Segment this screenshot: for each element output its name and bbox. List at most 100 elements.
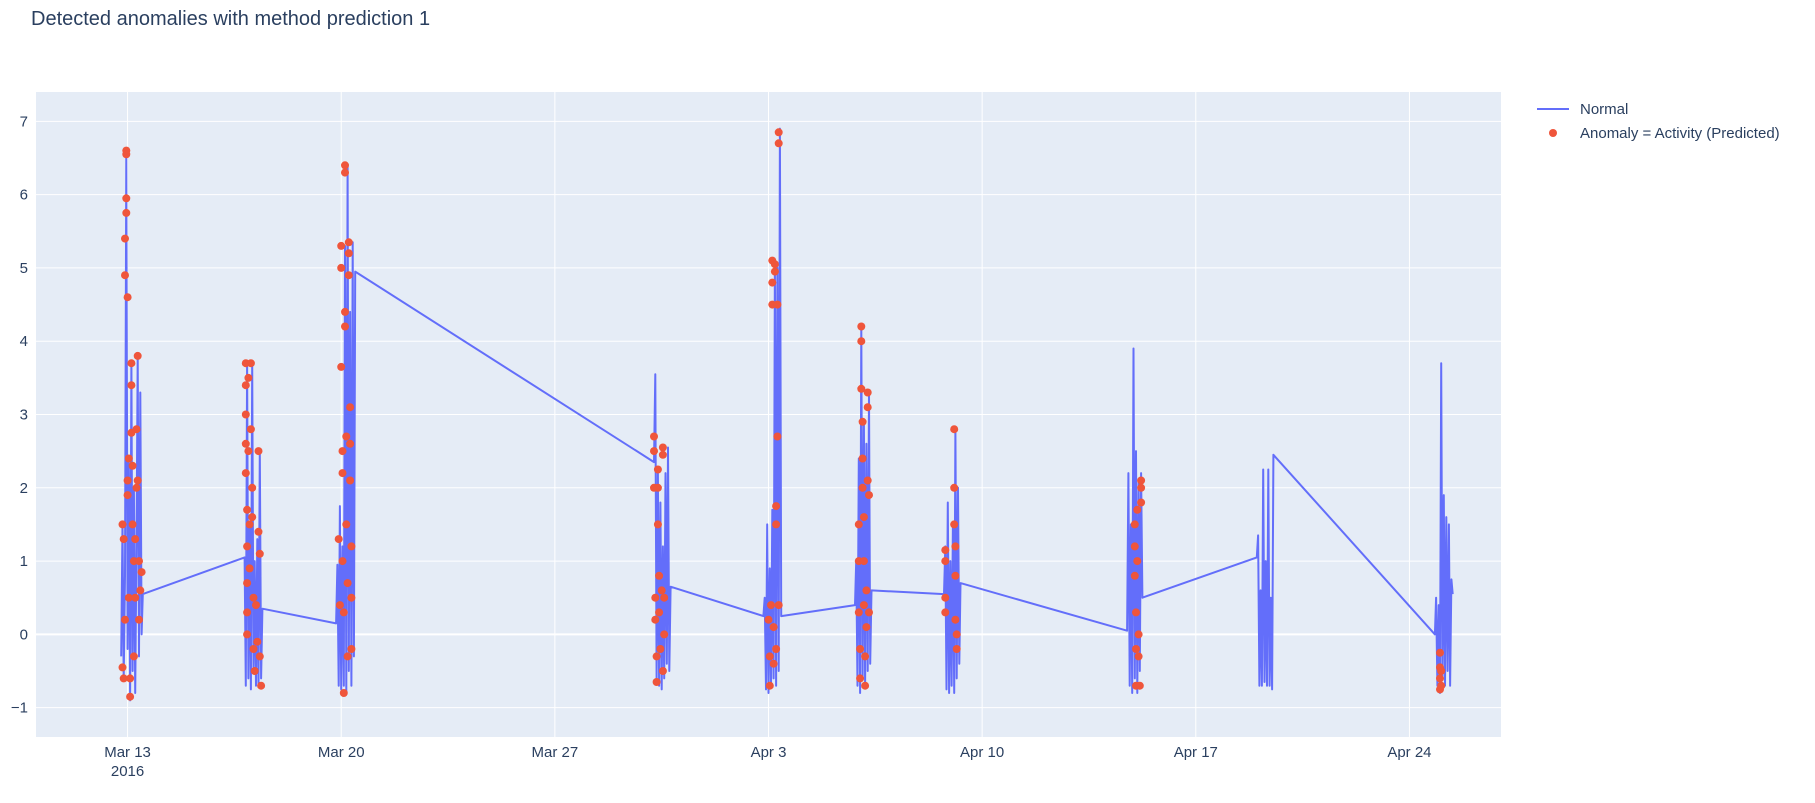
- anomaly-point: [652, 652, 661, 661]
- anomaly-point: [770, 267, 779, 276]
- anomaly-point: [767, 601, 775, 610]
- y-tick-label: 3: [20, 407, 28, 424]
- anomaly-point: [335, 601, 344, 610]
- anomaly-point: [1436, 648, 1444, 657]
- anomaly-point: [765, 652, 774, 661]
- anomaly-point: [861, 681, 870, 690]
- y-tick-label: 1: [20, 553, 28, 570]
- anomaly-point: [127, 359, 136, 368]
- y-tick-label: 6: [20, 187, 28, 204]
- anomaly-point: [246, 425, 255, 434]
- anomaly-point: [770, 260, 779, 269]
- anomaly-point: [765, 681, 774, 690]
- anomaly-point: [774, 601, 783, 610]
- anomaly-point: [344, 271, 353, 280]
- anomaly-point: [249, 593, 258, 602]
- anomaly-point: [655, 571, 664, 580]
- x-tick-label: Apr 24: [1387, 744, 1431, 761]
- anomaly-point: [132, 425, 141, 434]
- x-tick-label: Mar 20: [318, 744, 365, 761]
- anomaly-point: [243, 608, 252, 617]
- anomaly-point: [862, 586, 871, 595]
- anomaly-point: [118, 520, 127, 529]
- anomaly-point: [658, 667, 667, 675]
- legend-item-normal[interactable]: Normal: [1537, 101, 1628, 118]
- anomaly-point: [941, 546, 950, 555]
- anomaly-point: [337, 241, 346, 250]
- anomaly-point: [133, 351, 142, 360]
- anomaly-point: [857, 322, 866, 331]
- anomaly-point: [135, 615, 143, 624]
- anomaly-point: [650, 432, 658, 441]
- anomaly-point: [244, 447, 253, 456]
- legend[interactable]: Normal Anomaly = Activity (Predicted): [1537, 101, 1780, 142]
- anomaly-point: [338, 557, 347, 566]
- y-tick-label: 7: [20, 113, 28, 130]
- anomaly-point: [1132, 645, 1140, 653]
- anomaly-point: [344, 249, 353, 258]
- anomaly-point: [658, 443, 667, 452]
- anomaly-point: [865, 608, 873, 617]
- anomaly-point: [337, 362, 346, 371]
- anomaly-point: [123, 293, 132, 302]
- y-tick-label: 4: [20, 333, 28, 350]
- anomaly-point: [255, 549, 264, 558]
- anomaly-point: [123, 491, 132, 500]
- anomaly-point: [862, 623, 871, 632]
- anomaly-point: [865, 491, 873, 500]
- anomaly-point: [857, 337, 866, 346]
- anomaly-point: [773, 432, 782, 441]
- legend-label-normal: Normal: [1580, 101, 1628, 118]
- anomaly-point: [1135, 681, 1144, 690]
- anomaly-point: [122, 208, 131, 217]
- chart-title: Detected anomalies with method predictio…: [31, 8, 431, 30]
- anomaly-point: [346, 439, 355, 448]
- anomaly-point: [122, 146, 131, 155]
- anomaly-point: [347, 593, 356, 602]
- anomaly-point: [653, 520, 662, 529]
- anomaly-point: [656, 645, 665, 653]
- anomaly-point: [952, 645, 961, 653]
- anomaly-point: [128, 520, 137, 529]
- anomaly-point: [863, 403, 872, 412]
- legend-item-anomaly[interactable]: Anomaly = Activity (Predicted): [1549, 125, 1780, 142]
- anomaly-point: [650, 447, 658, 456]
- anomaly-point: [768, 278, 777, 287]
- anomaly-point: [854, 520, 863, 529]
- anomaly-point: [858, 417, 867, 426]
- anomaly-point: [941, 557, 950, 566]
- anomaly-point: [128, 461, 137, 470]
- anomaly-point: [774, 128, 783, 137]
- anomaly-point: [243, 542, 252, 551]
- anomaly-point: [859, 557, 868, 566]
- y-tick-label: 2: [20, 480, 28, 497]
- anomaly-point: [346, 403, 355, 412]
- anomaly-point: [951, 571, 960, 580]
- anomaly-point: [341, 322, 349, 331]
- x-tick-label: Apr 10: [960, 744, 1004, 761]
- anomaly-point: [255, 652, 264, 661]
- anomaly-point: [653, 483, 662, 492]
- anomaly-point: [858, 454, 867, 463]
- anomaly-point: [343, 579, 352, 588]
- anomaly-point: [341, 168, 349, 177]
- anomaly-point: [854, 608, 863, 617]
- anomaly-point: [1130, 520, 1139, 529]
- anomaly-point: [136, 586, 145, 595]
- anomaly-point: [857, 384, 866, 393]
- anomaly-point: [342, 520, 351, 529]
- anomaly-point: [248, 513, 257, 522]
- anomaly-point: [859, 601, 868, 610]
- anomaly-point: [121, 615, 129, 624]
- anomaly-point: [658, 450, 667, 459]
- anomaly-point: [769, 623, 778, 632]
- x-tick-label: Mar 27: [532, 744, 579, 761]
- anomaly-point: [347, 542, 356, 551]
- anomaly-point: [1437, 681, 1446, 690]
- anomaly-point: [773, 300, 782, 309]
- anomaly-point: [244, 373, 253, 382]
- anomaly-point: [772, 520, 781, 529]
- anomaly-point: [1133, 557, 1142, 566]
- anomaly-point: [119, 674, 128, 683]
- anomaly-point: [253, 637, 262, 646]
